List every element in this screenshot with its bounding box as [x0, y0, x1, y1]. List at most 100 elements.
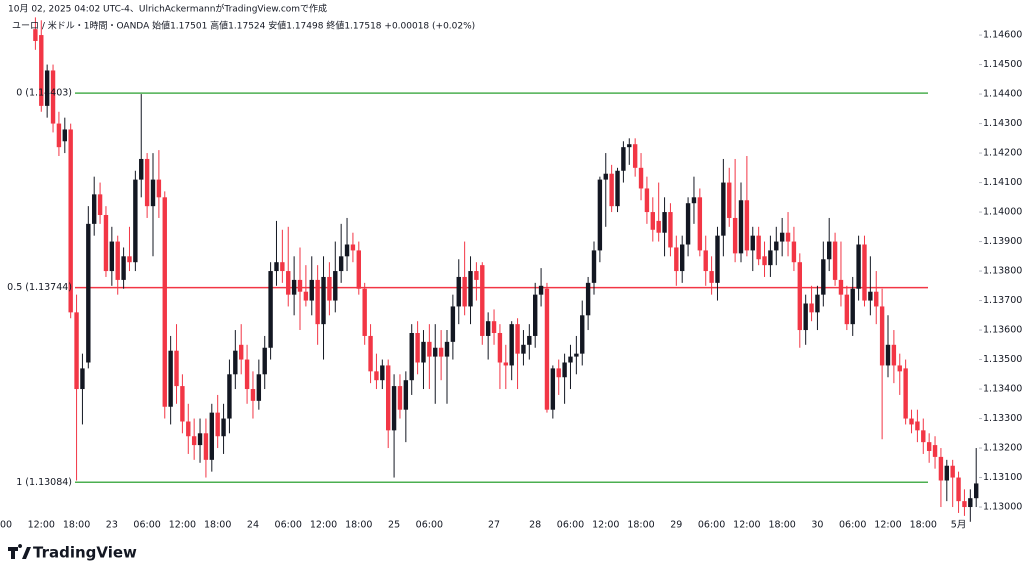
- candle-body: [721, 182, 726, 236]
- candle-body: [868, 291, 873, 301]
- candle-body: [968, 498, 973, 508]
- candle-body: [350, 244, 356, 251]
- candle-body: [574, 353, 579, 357]
- candle-body: [544, 288, 550, 410]
- candle-body: [297, 279, 303, 292]
- candle-body: [62, 129, 67, 142]
- candle-body: [74, 312, 79, 390]
- candle-body: [344, 244, 350, 257]
- candle-body: [421, 341, 426, 363]
- candle-body: [862, 244, 867, 301]
- candle-body: [115, 241, 120, 280]
- candle-body: [744, 200, 750, 251]
- candle-body: [438, 347, 444, 357]
- candle-body: [444, 341, 450, 357]
- y-tick-label: 1.14200: [983, 148, 1022, 159]
- candle-body: [150, 179, 156, 207]
- brand-logo: TradingView: [8, 544, 137, 562]
- candle-body: [139, 158, 144, 180]
- y-tick-label: 1.13700: [983, 295, 1022, 306]
- y-tick-label: 1.14500: [983, 59, 1022, 70]
- candle-body: [491, 321, 497, 333]
- candle-body: [674, 247, 679, 272]
- candle-body: [303, 291, 309, 301]
- candle-body: [856, 244, 861, 289]
- candle-body: [903, 368, 908, 419]
- candle-body: [415, 332, 420, 363]
- candle-body: [533, 294, 538, 336]
- candle-body: [268, 271, 273, 348]
- candle-body: [638, 167, 644, 189]
- candle-body: [92, 194, 97, 224]
- candle-body: [644, 188, 650, 213]
- candle-body: [803, 303, 808, 331]
- candle-body: [938, 456, 944, 481]
- candle-body: [779, 232, 785, 242]
- y-tick-label: 1.14600: [983, 30, 1022, 41]
- x-tick-label: 25: [388, 520, 400, 531]
- x-tick-label: 24: [247, 520, 259, 531]
- candle-body: [568, 356, 573, 363]
- x-tick-label: 12:00: [310, 520, 337, 531]
- candle-body: [39, 35, 44, 106]
- candle-body: [844, 294, 850, 325]
- candle-body: [450, 306, 456, 342]
- candle-body: [427, 341, 432, 357]
- candle-body: [509, 324, 514, 366]
- candle-body: [80, 368, 85, 390]
- candle-body: [515, 324, 520, 354]
- candle-body: [703, 250, 708, 272]
- candle-body: [821, 259, 826, 295]
- x-tick-label: 29: [670, 520, 682, 531]
- candle-body: [656, 220, 661, 233]
- candle-body: [485, 321, 491, 336]
- candle-body: [768, 250, 773, 266]
- candle-body: [409, 332, 414, 381]
- candle-body: [191, 436, 197, 446]
- candle-body: [603, 173, 608, 180]
- candle-body: [615, 170, 620, 207]
- candle-body: [227, 374, 232, 419]
- candle-body: [180, 386, 185, 422]
- candle-body: [221, 418, 226, 437]
- level-label: 1 (1.13084): [16, 477, 72, 488]
- candle-body: [956, 477, 961, 502]
- candle-body: [538, 285, 544, 295]
- candle-body: [827, 241, 832, 260]
- candle-body: [879, 306, 885, 366]
- candle-body: [709, 271, 714, 283]
- candle-body: [944, 465, 949, 481]
- x-tick-label: 12:00: [169, 520, 196, 531]
- candle-body: [250, 389, 256, 401]
- candle-body: [732, 217, 738, 254]
- candle-body: [333, 271, 338, 301]
- candle-body: [480, 265, 485, 336]
- x-tick-label: 5月: [951, 520, 967, 531]
- candle-body: [627, 144, 632, 148]
- x-tick-label: 06:00: [839, 520, 866, 531]
- candle-body: [309, 279, 314, 301]
- candle-body: [368, 335, 373, 372]
- candle-body: [691, 197, 697, 204]
- candle-body: [609, 173, 614, 207]
- candle-body: [197, 433, 203, 446]
- candle-body: [56, 123, 62, 148]
- candle-body: [374, 371, 379, 381]
- level-label: 0 (1.14403): [16, 88, 72, 99]
- x-tick-label: 18:00: [345, 520, 372, 531]
- candle-body: [815, 294, 820, 313]
- candle-body: [186, 421, 191, 437]
- x-tick-label: 12:00: [28, 520, 55, 531]
- y-tick-label: 1.13900: [983, 236, 1022, 247]
- candle-body: [832, 241, 838, 280]
- candle-body: [597, 179, 603, 251]
- candle-body: [215, 412, 220, 437]
- x-tick-label: 06:00: [133, 520, 160, 531]
- y-tick-label: 1.14000: [983, 207, 1022, 218]
- candle-body: [497, 332, 503, 363]
- candle-body: [891, 344, 897, 366]
- candle-body: [762, 256, 767, 266]
- x-tick-label: 28: [529, 520, 541, 531]
- candle-body: [386, 365, 391, 431]
